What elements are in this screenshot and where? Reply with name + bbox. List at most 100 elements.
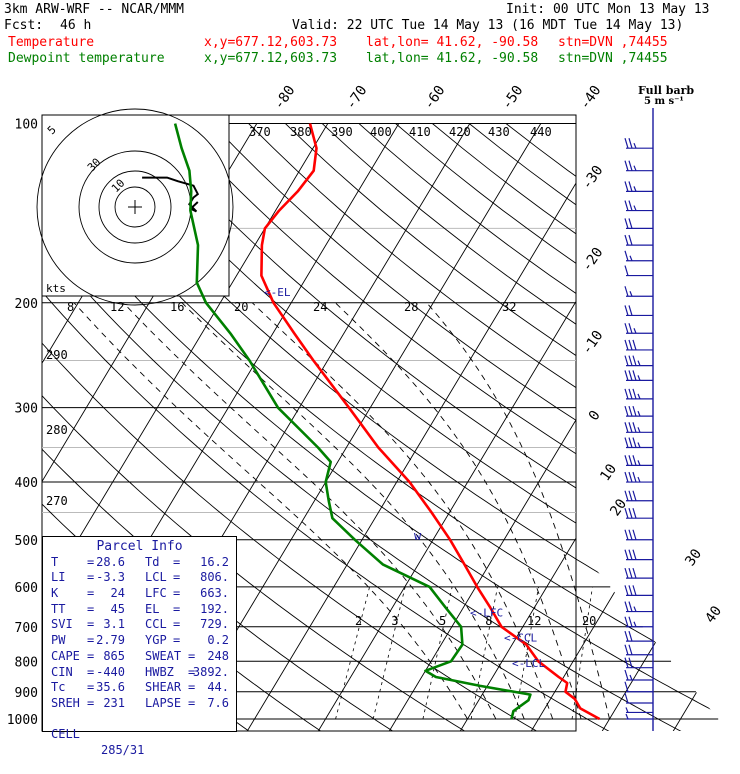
theta-label: 270 bbox=[46, 494, 68, 508]
mixing-ratio-label: 2 bbox=[355, 614, 362, 628]
hodograph-speed-tick: 12 bbox=[110, 300, 124, 314]
barb-flag bbox=[633, 568, 636, 578]
barb-flag bbox=[625, 645, 628, 655]
barb-flag bbox=[629, 181, 632, 191]
parcel-equals: = bbox=[173, 602, 180, 618]
barb-flag bbox=[629, 508, 632, 518]
mixing-ratio-line bbox=[423, 587, 452, 719]
parcel-key: LCL bbox=[145, 570, 167, 586]
barb-flag bbox=[629, 305, 632, 315]
barb-flag bbox=[625, 406, 628, 416]
theta-label: 430 bbox=[488, 125, 510, 139]
barb-half-flag bbox=[630, 256, 632, 261]
isotherm-label: -70 bbox=[343, 83, 371, 113]
parcel-equals: = bbox=[87, 696, 94, 712]
barb-flag bbox=[625, 550, 628, 560]
wind-barb bbox=[625, 568, 653, 578]
barb-flag bbox=[629, 370, 632, 380]
parcel-equals: = bbox=[87, 680, 94, 696]
barb-flag bbox=[629, 631, 632, 641]
wind-barb bbox=[625, 356, 653, 366]
hodograph-speed-tick: 16 bbox=[170, 300, 184, 314]
parcel-equals: = bbox=[173, 570, 180, 586]
wind-barb bbox=[625, 235, 653, 245]
wind-barb bbox=[625, 472, 653, 482]
isobar-label: 900 bbox=[15, 686, 38, 701]
parcel-equals: = bbox=[87, 602, 94, 618]
barb-flag bbox=[633, 389, 636, 399]
barb-flag bbox=[629, 235, 632, 245]
isotherm-line bbox=[531, 124, 740, 732]
parcel-value: -440 bbox=[96, 665, 125, 681]
theta-label: 390 bbox=[331, 125, 353, 139]
barb-flag bbox=[633, 508, 636, 518]
wind-barb bbox=[625, 438, 653, 448]
barb-flag bbox=[625, 491, 628, 501]
mixing-ratio-line bbox=[336, 587, 370, 719]
level-marker-el: <-EL bbox=[264, 286, 291, 299]
barb-flag bbox=[629, 455, 632, 465]
parcel-value: 865 bbox=[103, 649, 125, 665]
parcel-key: CCL bbox=[145, 617, 167, 633]
barb-flag bbox=[625, 670, 628, 680]
barb-half-flag bbox=[634, 206, 636, 211]
barb-flag bbox=[629, 645, 632, 655]
wind-barb bbox=[625, 602, 653, 612]
level-marker-ccl: <-CCL bbox=[504, 631, 537, 644]
wind-barb bbox=[625, 323, 653, 333]
parcel-value: 231 bbox=[103, 696, 125, 712]
theta-label: 400 bbox=[370, 125, 392, 139]
barb-flag bbox=[633, 406, 636, 416]
isobar-label: 100 bbox=[15, 118, 38, 133]
barb-flag bbox=[629, 138, 632, 148]
barb-flag bbox=[625, 218, 628, 228]
isobar-label: 800 bbox=[15, 655, 38, 670]
parcel-value: 44. bbox=[207, 680, 229, 696]
parcel-key: T bbox=[51, 555, 58, 571]
theta-label: 420 bbox=[449, 125, 471, 139]
barb-flag bbox=[633, 491, 636, 501]
mixing-ratio-line bbox=[515, 587, 539, 719]
barb-flag bbox=[633, 356, 636, 366]
barb-flag bbox=[629, 658, 632, 668]
wind-barb bbox=[625, 138, 653, 148]
barb-flag bbox=[629, 491, 632, 501]
parcel-value: 663. bbox=[200, 586, 229, 602]
wind-barb bbox=[625, 550, 653, 560]
isotherm-label: -50 bbox=[499, 83, 527, 113]
parcel-equals: = bbox=[188, 680, 195, 696]
theta-label: 280 bbox=[46, 423, 68, 437]
isotherm-label: 40 bbox=[702, 603, 725, 626]
isotherm-line bbox=[673, 124, 740, 732]
barb-half-flag bbox=[638, 427, 640, 432]
barb-legend-unit: 5 m s⁻¹ bbox=[644, 96, 684, 107]
parcel-key: YGP bbox=[145, 633, 167, 649]
barb-flag bbox=[625, 422, 628, 432]
parcel-key: SREH bbox=[51, 696, 80, 712]
barb-half-flag bbox=[634, 328, 636, 333]
mixing-ratio-label: 12 bbox=[527, 614, 541, 628]
isobar-label: 400 bbox=[15, 476, 38, 491]
barb-half-flag bbox=[638, 375, 640, 380]
wind-barb bbox=[625, 670, 653, 680]
wind-barb bbox=[625, 658, 653, 668]
hodograph-speed-unit: kts bbox=[46, 282, 66, 295]
barb-half-flag bbox=[634, 622, 636, 627]
isotherm-label: -30 bbox=[579, 163, 607, 193]
wind-barb bbox=[625, 491, 653, 501]
barb-flag bbox=[625, 201, 628, 211]
barb-flag bbox=[625, 455, 628, 465]
barb-flag bbox=[625, 138, 628, 148]
wind-barb bbox=[626, 714, 653, 719]
wind-barb bbox=[626, 707, 653, 712]
mixing-ratio-label: 20 bbox=[582, 614, 596, 628]
barb-flag bbox=[625, 305, 628, 315]
parcel-equals: = bbox=[173, 586, 180, 602]
dry-adiabat-line bbox=[506, 124, 740, 732]
parcel-key: EL bbox=[145, 602, 159, 618]
wind-barb bbox=[625, 422, 653, 432]
isobar-label: 1000 bbox=[7, 713, 38, 728]
barb-flag bbox=[625, 340, 628, 350]
